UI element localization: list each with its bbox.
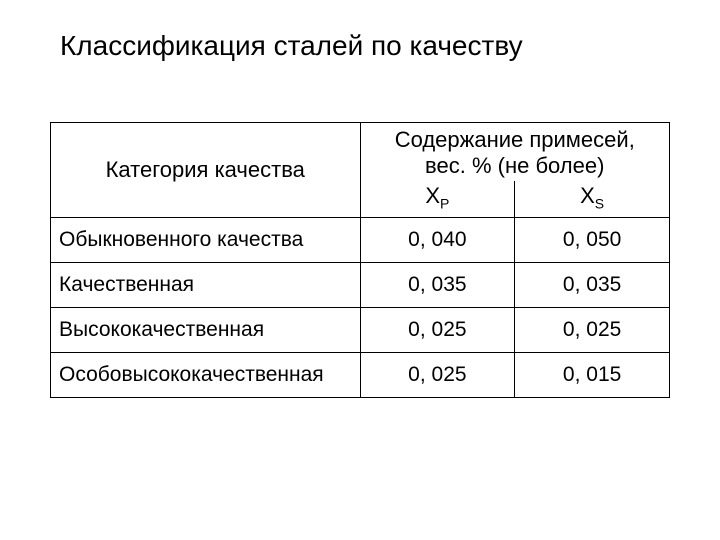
- col-header-xp: XP: [360, 181, 515, 218]
- xs-sub: S: [595, 195, 604, 211]
- xp-base: X: [425, 183, 440, 208]
- table-row: Высококачественная 0, 025 0, 025: [51, 308, 670, 353]
- cell-category: Особовысококачественная: [51, 353, 361, 398]
- table-row: Особовысококачественная 0, 025 0, 015: [51, 353, 670, 398]
- cell-xs: 0, 035: [515, 263, 670, 308]
- cell-category: Высококачественная: [51, 308, 361, 353]
- table-body: Обыкновенного качества 0, 040 0, 050 Кач…: [51, 218, 670, 398]
- col-header-content: Содержание примесей, вес. % (не более): [360, 123, 670, 182]
- cell-xp: 0, 025: [360, 353, 515, 398]
- page-title: Классификация сталей по качеству: [60, 30, 670, 62]
- header-content-line1: Содержание примесей,: [395, 127, 635, 152]
- cell-xs: 0, 050: [515, 218, 670, 263]
- quality-table: Категория качества Содержание примесей, …: [50, 122, 670, 398]
- cell-xp: 0, 025: [360, 308, 515, 353]
- cell-xs: 0, 025: [515, 308, 670, 353]
- cell-xs: 0, 015: [515, 353, 670, 398]
- table-row: Качественная 0, 035 0, 035: [51, 263, 670, 308]
- cell-category: Качественная: [51, 263, 361, 308]
- cell-xp: 0, 040: [360, 218, 515, 263]
- col-header-xs: XS: [515, 181, 670, 218]
- cell-category: Обыкновенного качества: [51, 218, 361, 263]
- header-content-line2: вес. % (не более): [425, 153, 604, 178]
- xp-sub: P: [440, 195, 449, 211]
- col-header-category: Категория качества: [51, 123, 361, 218]
- xs-base: X: [580, 183, 595, 208]
- table-row: Обыкновенного качества 0, 040 0, 050: [51, 218, 670, 263]
- cell-xp: 0, 035: [360, 263, 515, 308]
